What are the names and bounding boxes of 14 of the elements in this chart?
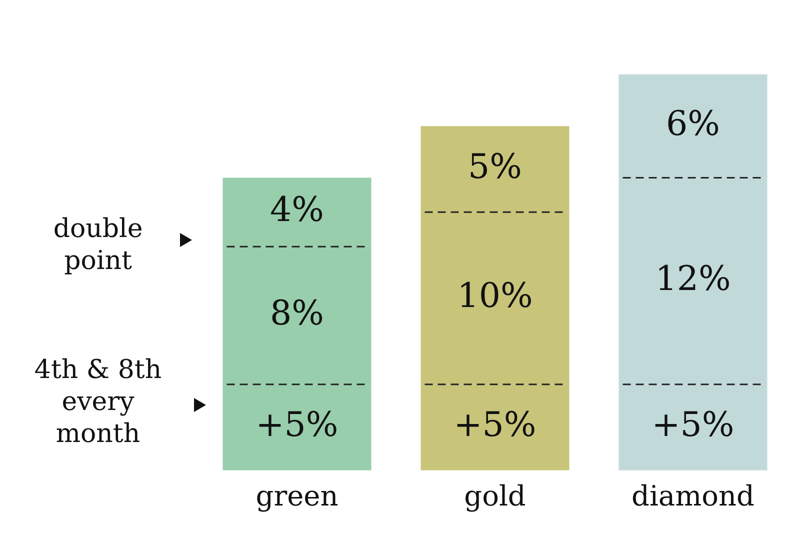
data-label: 8% bbox=[270, 293, 324, 334]
text: 4th & 8th every month bbox=[34, 354, 162, 449]
data-label: 5% bbox=[468, 146, 522, 187]
x-tick-label: diamond bbox=[632, 479, 755, 512]
data-label: +5% bbox=[256, 405, 338, 446]
data-label: 10% bbox=[457, 276, 533, 316]
data-label: +5% bbox=[652, 405, 734, 446]
x-tick-label: green bbox=[256, 479, 338, 512]
text: double point bbox=[53, 214, 143, 276]
data-label: 12% bbox=[655, 258, 731, 299]
data-label: 6% bbox=[666, 104, 720, 144]
x-tick-label: gold bbox=[464, 479, 526, 512]
data-label: +5% bbox=[454, 405, 536, 446]
data-label: 4% bbox=[270, 190, 324, 230]
